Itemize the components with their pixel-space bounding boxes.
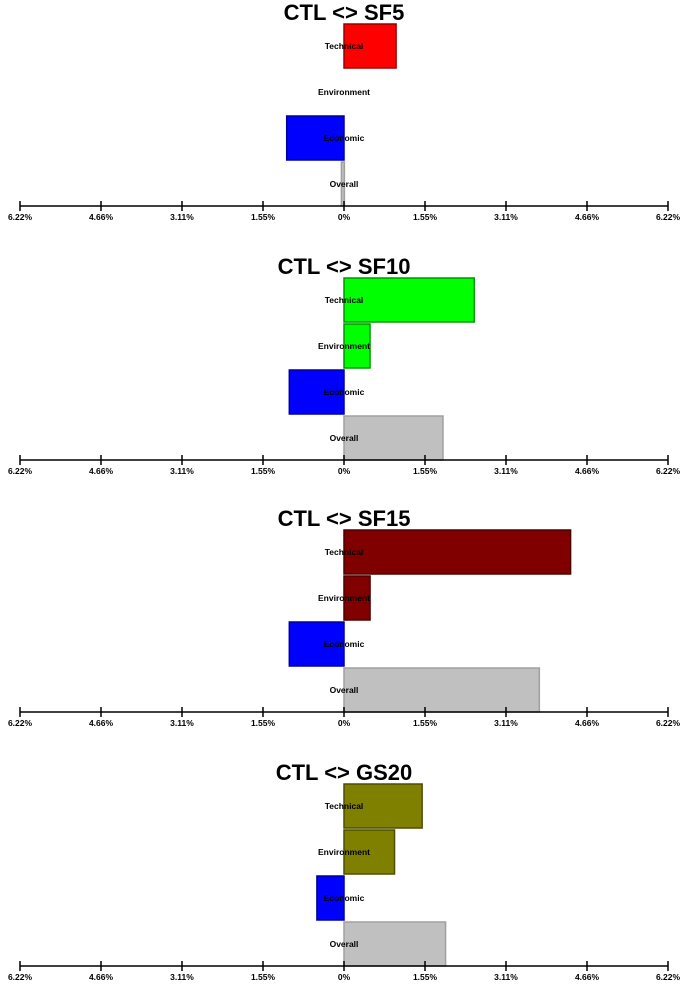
x-tick-label: 3.11% (170, 212, 194, 222)
x-tick-label: 6.22% (8, 718, 33, 728)
x-tick-label: 6.22% (8, 466, 33, 476)
bar-technical (343, 783, 423, 829)
bar-economic (285, 115, 345, 161)
x-tick-label: 3.11% (494, 972, 518, 982)
category-label-environment: Environment (318, 87, 370, 97)
category-label-environment: Environment (318, 341, 370, 351)
x-tick-label: 6.22% (8, 972, 33, 982)
bar-technical (343, 23, 397, 69)
x-tick-label: 3.11% (494, 718, 518, 728)
x-tick-label: 4.66% (575, 718, 600, 728)
x-tick-label: 6.22% (656, 718, 681, 728)
bar-overall (343, 667, 541, 713)
bar-economic (288, 621, 345, 667)
category-label-overall: Overall (330, 685, 359, 695)
bar-environment (343, 323, 371, 369)
x-tick-label: 4.66% (575, 466, 600, 476)
bar-economic (288, 369, 345, 415)
category-label-economic: Economic (324, 133, 365, 143)
x-tick-label: 1.55% (413, 972, 438, 982)
category-label-technical: Technical (325, 547, 364, 557)
bar-overall (343, 921, 447, 967)
category-label-technical: Technical (325, 801, 364, 811)
x-tick-label: 4.66% (89, 466, 114, 476)
x-tick-label: 1.55% (413, 212, 438, 222)
category-label-economic: Economic (324, 893, 365, 903)
x-tick-label: 6.22% (656, 212, 681, 222)
chart-panel: CTL <> SF10 Technical Environment Economic O… (8, 254, 681, 476)
x-tick-label: 6.22% (8, 212, 33, 222)
bar-environment (343, 575, 371, 621)
x-tick-label: 3.11% (494, 466, 518, 476)
x-tick-label: 3.11% (494, 212, 518, 222)
bar-overall (343, 415, 444, 461)
bar-technical (343, 277, 475, 323)
x-tick-label: 4.66% (89, 718, 114, 728)
category-label-overall: Overall (330, 179, 359, 189)
x-tick-label: 1.55% (251, 212, 276, 222)
bar-economic (316, 875, 345, 921)
x-tick-label: 0% (338, 718, 351, 728)
x-tick-label: 4.66% (89, 212, 114, 222)
bar-technical (343, 529, 572, 575)
x-tick-label: 1.55% (251, 718, 276, 728)
x-tick-label: 4.66% (575, 972, 600, 982)
x-tick-label: 1.55% (251, 466, 276, 476)
x-tick-label: 4.66% (89, 972, 114, 982)
x-tick-label: 0% (338, 466, 351, 476)
category-label-technical: Technical (325, 295, 364, 305)
chart-title: CTL <> SF15 (278, 506, 411, 531)
category-label-technical: Technical (325, 41, 364, 51)
category-label-overall: Overall (330, 939, 359, 949)
chart-panel: CTL <> SF5 Technical Environment Economic Ov… (8, 0, 681, 222)
x-tick-label: 3.11% (170, 718, 194, 728)
category-label-environment: Environment (318, 847, 370, 857)
chart-title: CTL <> SF10 (278, 254, 411, 279)
x-tick-label: 1.55% (251, 972, 276, 982)
x-tick-label: 3.11% (170, 972, 194, 982)
x-tick-label: 1.55% (413, 718, 438, 728)
x-tick-label: 0% (338, 212, 351, 222)
x-tick-label: 6.22% (656, 466, 681, 476)
chart-panel: CTL <> GS20 Technical Environment Economic O… (8, 760, 681, 982)
category-label-economic: Economic (324, 387, 365, 397)
x-tick-label: 4.66% (575, 212, 600, 222)
category-label-overall: Overall (330, 433, 359, 443)
chart-title: CTL <> SF5 (284, 0, 405, 25)
chart-title: CTL <> GS20 (276, 760, 413, 785)
chart-panel: CTL <> SF15 Technical Environment Economic O… (8, 506, 681, 728)
bar-environment (343, 829, 396, 875)
x-tick-label: 3.11% (170, 466, 194, 476)
x-tick-label: 1.55% (413, 466, 438, 476)
x-tick-label: 6.22% (656, 972, 681, 982)
x-tick-label: 0% (338, 972, 351, 982)
category-label-economic: Economic (324, 639, 365, 649)
category-label-environment: Environment (318, 593, 370, 603)
